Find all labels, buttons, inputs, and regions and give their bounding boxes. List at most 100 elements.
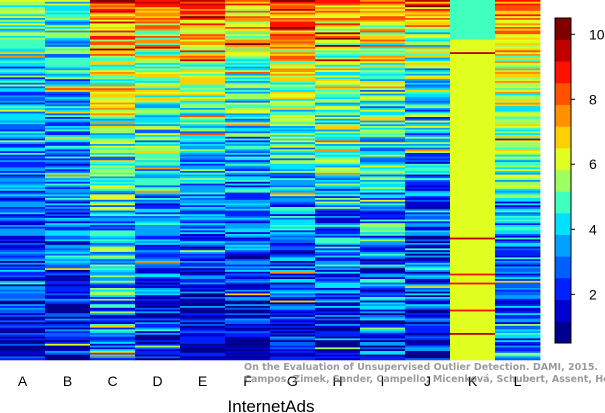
heatmap-cell <box>360 349 406 352</box>
heatmap-cell <box>90 48 136 51</box>
heatmap-cell <box>90 178 136 181</box>
heatmap-cell <box>135 284 181 287</box>
heatmap-cell <box>225 282 271 285</box>
heatmap-cell <box>405 268 451 271</box>
heatmap-cell <box>360 300 406 303</box>
heatmap-cell <box>45 217 91 220</box>
heatmap-cell <box>450 144 496 147</box>
heatmap-cell <box>405 37 451 40</box>
heatmap-cell <box>405 14 451 17</box>
heatmap-cell <box>135 88 181 91</box>
colorbar-segment <box>555 213 571 235</box>
heatmap-cell <box>495 19 541 22</box>
heatmap-cell <box>450 329 496 332</box>
heatmap-cell <box>495 9 541 12</box>
heatmap-cell <box>225 28 271 31</box>
heatmap-cell <box>45 10 91 13</box>
heatmap-cell <box>270 338 316 341</box>
heatmap-cell <box>0 102 46 105</box>
heatmap-cell <box>0 237 46 240</box>
heatmap-cell <box>0 214 46 217</box>
heatmap-cell <box>90 309 136 312</box>
heatmap-cell <box>180 30 226 33</box>
heatmap-cell <box>315 273 361 276</box>
heatmap-cell <box>45 311 91 314</box>
heatmap-cell <box>495 75 541 78</box>
heatmap-cell <box>0 244 46 247</box>
heatmap-cell <box>270 113 316 116</box>
heatmap-cell <box>495 194 541 197</box>
heatmap-cell <box>45 309 91 312</box>
heatmap-cell <box>495 93 541 96</box>
heatmap-cell <box>90 187 136 190</box>
heatmap-cell <box>450 27 496 30</box>
heatmap-cell <box>495 313 541 316</box>
heatmap-cell <box>360 133 406 136</box>
heatmap-cell <box>225 73 271 76</box>
heatmap-cell <box>225 34 271 37</box>
heatmap-cell <box>180 210 226 213</box>
heatmap-cell <box>495 306 541 309</box>
heatmap-cell <box>270 226 316 229</box>
heatmap-cell <box>315 133 361 136</box>
heatmap-cell <box>135 43 181 46</box>
heatmap-cell <box>270 342 316 345</box>
heatmap-cell <box>45 284 91 287</box>
heatmap-cell <box>90 147 136 150</box>
heatmap-cell <box>180 235 226 238</box>
heatmap-cell <box>270 316 316 319</box>
heatmap-cell <box>360 275 406 278</box>
colorbar-segment <box>555 148 571 170</box>
heatmap-cell <box>450 64 496 67</box>
heatmap-cell <box>90 282 136 285</box>
heatmap-cell <box>315 309 361 312</box>
heatmap-cell <box>405 244 451 247</box>
heatmap-cell <box>180 255 226 258</box>
heatmap-cell <box>450 180 496 183</box>
heatmap-cell <box>180 12 226 15</box>
heatmap-cell <box>0 315 46 318</box>
heatmap-cell <box>180 253 226 256</box>
heatmap-cell <box>180 232 226 235</box>
heatmap-cell <box>90 347 136 350</box>
heatmap-cell <box>135 192 181 195</box>
heatmap-cell <box>0 194 46 197</box>
heatmap-cell <box>90 183 136 186</box>
heatmap-cell <box>450 54 496 57</box>
heatmap-cell <box>360 27 406 30</box>
heatmap-cell <box>0 275 46 278</box>
heatmap-cell <box>360 117 406 120</box>
heatmap-cell <box>495 68 541 71</box>
heatmap-cell <box>450 133 496 136</box>
heatmap-cell <box>450 196 496 199</box>
heatmap-cell <box>90 185 136 188</box>
heatmap-cell <box>360 264 406 267</box>
heatmap-cell <box>450 205 496 208</box>
heatmap-cell <box>495 315 541 318</box>
colorbar-segment <box>555 39 571 62</box>
heatmap-cell <box>315 160 361 163</box>
heatmap-cell <box>270 322 316 325</box>
heatmap-cell <box>270 27 316 30</box>
heatmap-cell <box>225 352 271 355</box>
heatmap-cell <box>270 336 316 339</box>
heatmap-cell <box>45 320 91 323</box>
heatmap-cell <box>315 234 361 237</box>
heatmap-cell <box>315 5 361 8</box>
heatmap-cell <box>0 282 46 285</box>
heatmap-cell <box>405 221 451 224</box>
heatmap-cell <box>405 82 451 85</box>
heatmap-cell <box>495 199 541 202</box>
heatmap-cell <box>360 18 406 21</box>
heatmap-cell <box>0 50 46 53</box>
heatmap-cell <box>315 342 361 345</box>
heatmap-cell <box>495 178 541 181</box>
heatmap-cell <box>135 57 181 60</box>
heatmap-cell <box>90 273 136 276</box>
heatmap-cell <box>405 266 451 269</box>
heatmap-cell <box>495 57 541 60</box>
heatmap-cell <box>450 304 496 307</box>
heatmap-cell <box>270 187 316 190</box>
heatmap-cell <box>90 232 136 235</box>
heatmap-cell <box>135 181 181 184</box>
